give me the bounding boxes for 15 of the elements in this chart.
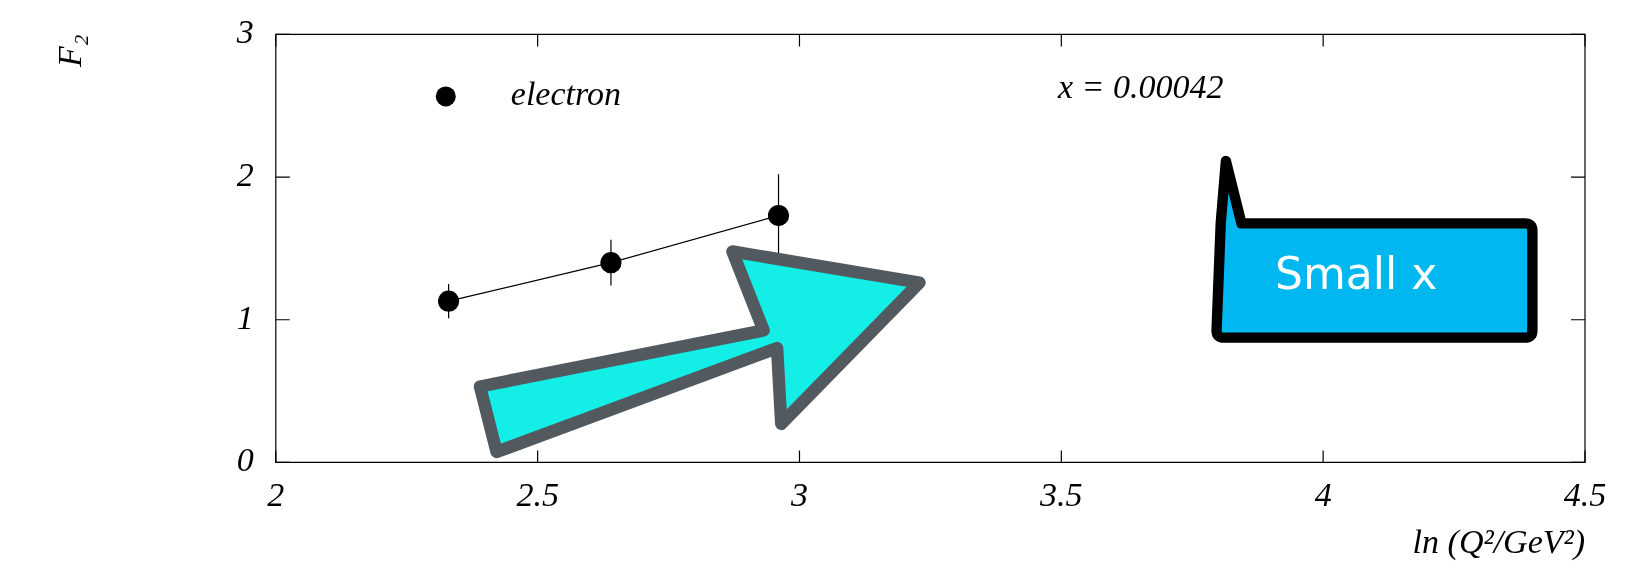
y-tick-label: 0 — [236, 441, 254, 479]
y-tick-label: 1 — [236, 298, 254, 336]
x-axis-title: ln (Q²/GeV²) — [1412, 522, 1585, 561]
legend-label: electron — [510, 75, 621, 113]
x-tick-label: 3 — [789, 475, 808, 513]
x-tick-label: 2 — [267, 475, 285, 513]
y-axis-title: F₂ — [51, 34, 89, 68]
x-tick-label: 4 — [1314, 475, 1332, 513]
annotation: Small x — [1275, 248, 1438, 299]
y-tick-label: 2 — [236, 156, 254, 193]
x-tick-label: 2.5 — [516, 475, 559, 513]
y-tick-label: 3 — [235, 13, 254, 51]
x-tick-label: 3.5 — [1039, 475, 1083, 513]
x-tick-label: 4.5 — [1563, 475, 1607, 513]
annotation: x = 0.00042 — [1058, 68, 1224, 106]
